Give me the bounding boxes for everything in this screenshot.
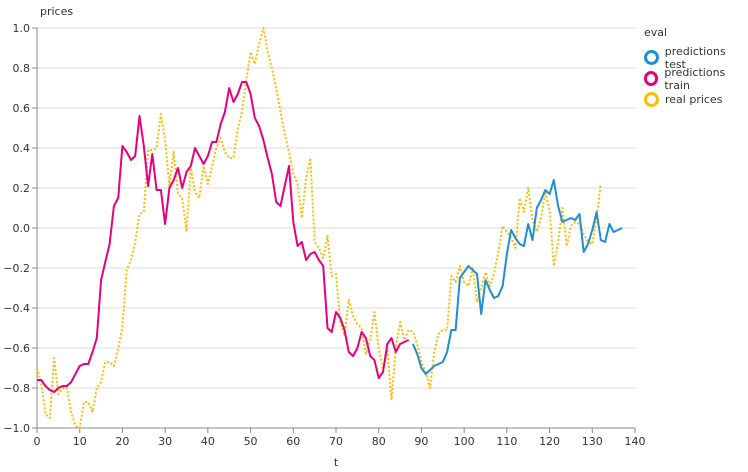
y-tick-label: 0.8	[13, 62, 31, 75]
x-tick-label: 70	[329, 435, 343, 448]
legend-item-real-prices[interactable]: real prices	[644, 89, 748, 110]
x-tick-label: 60	[286, 435, 300, 448]
legend-swatch-icon	[644, 71, 659, 86]
y-tick-label: 0.0	[13, 222, 31, 235]
y-tick-label: 0.2	[13, 182, 31, 195]
y-axis-label: prices	[40, 5, 73, 18]
x-tick-label: 140	[625, 435, 646, 448]
legend-swatch-icon	[644, 50, 659, 65]
legend-swatch-icon	[644, 92, 659, 107]
x-tick-label: 110	[496, 435, 517, 448]
x-tick-label: 100	[454, 435, 475, 448]
y-tick-label: −0.8	[3, 382, 30, 395]
legend-label: predictions test	[664, 44, 726, 71]
legend-items: predictions test predictions train real pr…	[644, 44, 748, 110]
y-tick-label: 0.6	[13, 102, 31, 115]
x-tick-label: 80	[372, 435, 386, 448]
x-tick-label: 90	[414, 435, 428, 448]
x-tick-label: 120	[539, 435, 560, 448]
x-tick-label: 30	[158, 435, 172, 448]
series-line-predictions-train	[37, 81, 410, 393]
x-tick-label: 20	[115, 435, 129, 448]
series-group	[36, 27, 623, 429]
legend-label: real prices	[665, 93, 723, 106]
y-tick-label: −1.0	[3, 422, 30, 435]
x-tick-label: 0	[34, 435, 41, 448]
y-tick-label: −0.6	[3, 342, 30, 355]
series-line-predictions-test	[411, 179, 623, 375]
legend-label: predictions train	[664, 65, 726, 92]
y-tick-label: −0.2	[3, 262, 30, 275]
x-tick-label: 50	[244, 435, 258, 448]
x-tick-label: 130	[582, 435, 603, 448]
legend-item-predictions-train[interactable]: predictions train	[644, 65, 748, 92]
series-line-real-prices	[36, 27, 602, 429]
legend-title: eval	[644, 26, 668, 39]
x-tick-label: 10	[73, 435, 87, 448]
x-axis-label: t	[334, 456, 339, 469]
gridlines	[37, 27, 635, 429]
x-tick-label: 40	[201, 435, 215, 448]
legend: eval predictions test predictions train re…	[644, 26, 748, 110]
y-tick-label: 0.4	[13, 142, 31, 155]
axes: 1.0 0.8 0.6 0.4 0.2 0.0 −0.2 −0.4 −0.6 −0.8 −1.0 0 1…	[3, 22, 645, 448]
legend-item-predictions-test[interactable]: predictions test	[644, 44, 748, 71]
y-tick-label: −0.4	[3, 302, 30, 315]
y-tick-label: 1.0	[13, 22, 31, 35]
